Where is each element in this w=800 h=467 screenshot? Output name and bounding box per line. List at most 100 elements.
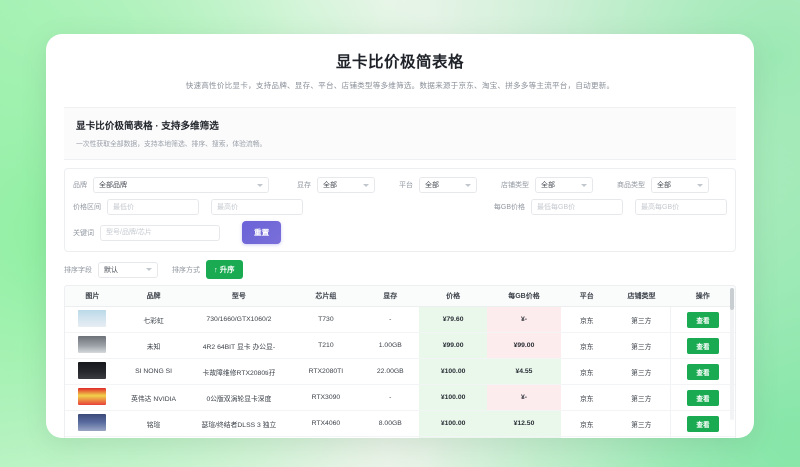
reset-button[interactable]: 重置 <box>242 221 282 244</box>
gb-price-label: 每GB价格 <box>493 204 525 211</box>
row-model: 卡故障维修RTX2080ti孖 <box>187 358 291 385</box>
table-row[interactable]: 未知 4R2 64BIT 显卡 办公显- T210 1.00GB ¥99.00 ¥99.0… <box>65 332 735 359</box>
row-gb-price: ¥- <box>486 306 561 333</box>
row-price: ¥79.60 <box>419 306 487 333</box>
row-gb-price: ¥- <box>486 384 561 411</box>
row-brand: 英伟达 NVIDIA <box>119 384 188 411</box>
row-memory: - <box>361 306 420 333</box>
sort-field-value: 默认 <box>104 266 118 274</box>
row-brand: 铭瑄 <box>119 410 188 437</box>
row-brand: 未知 <box>119 332 188 359</box>
row-platform: 京东 <box>561 436 613 438</box>
table-vertical-scrollbar[interactable] <box>730 288 734 420</box>
brand-filter-value: 全部品牌 <box>99 182 127 189</box>
row-price: ¥100.00 <box>419 358 487 385</box>
chevron-down-icon <box>581 183 587 187</box>
col-header-model[interactable]: 型号 <box>187 286 291 307</box>
table-row[interactable]: SI NONG SI 卡故障维修RTX2080ti孖 RTX2080TI 22.00G… <box>65 358 735 385</box>
row-gb-price: ¥4.55 <box>486 358 561 385</box>
row-chipset: T210 <box>290 332 362 359</box>
intro-section: 显卡比价极简表格 · 支持多维筛选 一次性获取全部数据，支持本地筛选、排序、搜索… <box>64 107 736 160</box>
table-row[interactable]: 英伟达 NVIDIA 0公版双涡轮显卡深度 RTX3090- ¥100.00 ¥- 京东第… <box>65 384 735 411</box>
price-max-input[interactable] <box>211 199 303 215</box>
intro-title: 显卡比价极简表格 · 支持多维筛选 <box>76 121 219 132</box>
shop-type-filter-select[interactable]: 全部 <box>535 177 593 193</box>
view-button[interactable]: 查看 <box>687 311 719 328</box>
col-header-price[interactable]: 价格 <box>419 286 487 307</box>
row-chipset: RTX2080TI <box>290 358 362 385</box>
row-shop-type: 第三方 <box>612 332 671 359</box>
chevron-down-icon <box>257 183 263 187</box>
row-platform: 京东 <box>561 332 613 359</box>
table-row[interactable]: 铭瑄 瑟瑄/终结者DLSS 3 独立 RTX4060 8.00GB ¥100.00 ¥12… <box>65 410 735 437</box>
gpu-thumb-2 <box>78 336 107 353</box>
page-header: 显卡比价极简表格 快速高性价比显卡，支持品牌、显存、平台、店铺类型等多维筛选。数… <box>46 34 754 103</box>
row-price: ¥100.00 <box>419 410 487 437</box>
gpu-thumb-5 <box>78 414 107 431</box>
view-button[interactable]: 查看 <box>687 415 719 432</box>
sort-order-toggle[interactable]: ↑ 升序 <box>206 260 243 279</box>
col-header-platform[interactable]: 平台 <box>561 286 613 307</box>
intro-description: 一次性获取全部数据，支持本地筛选、排序、搜索，体验流畅。 <box>76 141 267 148</box>
row-memory: - <box>361 384 420 411</box>
view-button[interactable]: 查看 <box>687 389 719 406</box>
row-platform: 京东 <box>561 410 613 437</box>
chevron-down-icon <box>363 183 369 187</box>
row-memory: 1.00GB <box>361 332 420 359</box>
row-action-cell: 查看 <box>670 332 735 359</box>
col-header-memory[interactable]: 显存 <box>361 286 420 307</box>
results-table-wrapper: 图片 品牌 型号 芯片组 显存 价格 每GB价格 平台 店铺类型 操作 七彩虹 7… <box>64 285 736 438</box>
col-header-brand[interactable]: 品牌 <box>119 286 188 307</box>
row-memory: 22.00GB <box>361 358 420 385</box>
chevron-down-icon <box>146 268 152 271</box>
filter-row-keyword: 关键词 重置 <box>73 221 727 244</box>
product-type-filter-label: 商品类型 <box>617 182 645 189</box>
row-action-cell: 查看 <box>670 306 735 333</box>
keyword-input[interactable] <box>100 224 220 241</box>
col-header-image[interactable]: 图片 <box>65 286 120 307</box>
scrollbar-thumb[interactable] <box>730 288 734 310</box>
memory-filter-select[interactable]: 全部 <box>317 177 375 193</box>
price-min-input[interactable] <box>107 199 199 215</box>
row-model: 540 HD7670 4G电脑独立 <box>187 436 291 438</box>
shop-type-filter-label: 店铺类型 <box>501 182 529 189</box>
price-range-label: 价格区间 <box>73 204 101 211</box>
product-type-filter-select[interactable]: 全部 <box>651 177 709 193</box>
col-header-chipset[interactable]: 芯片组 <box>290 286 362 307</box>
col-header-gb-price[interactable]: 每GB价格 <box>486 286 561 307</box>
row-chipset: RTX4060 <box>290 410 362 437</box>
row-memory: 8.00GB <box>361 410 420 437</box>
gpu-thumb-4 <box>78 388 107 405</box>
row-model: 730/1660/GTX1060/2 <box>187 306 291 333</box>
sort-field-select[interactable]: 默认 <box>98 261 158 278</box>
col-header-action: 操作 <box>670 286 735 307</box>
results-table: 图片 品牌 型号 芯片组 显存 价格 每GB价格 平台 店铺类型 操作 七彩虹 7… <box>65 286 735 438</box>
row-action-cell: 查看 <box>670 384 735 411</box>
chevron-down-icon <box>697 183 703 187</box>
platform-filter-select[interactable]: 全部 <box>419 177 477 193</box>
table-row[interactable]: 七彩虹 730/1660/GTX1060/2 T730- ¥79.60 ¥- 京东 第三方查… <box>65 306 735 333</box>
gpu-thumb-1 <box>78 310 107 327</box>
row-shop-type: 第三方 <box>612 410 671 437</box>
gb-price-min-input[interactable] <box>531 199 623 215</box>
view-button[interactable]: 查看 <box>687 337 719 354</box>
view-button[interactable]: 查看 <box>687 363 719 380</box>
row-platform: 京东 <box>561 384 613 411</box>
table-row[interactable]: 未知540 HD7670 4G电脑独立-4.00GB¥106.82¥26.70京… <box>65 436 735 438</box>
row-brand: SI NONG SI <box>119 358 188 385</box>
row-platform: 京东 <box>561 358 613 385</box>
table-header-row: 图片 品牌 型号 芯片组 显存 价格 每GB价格 平台 店铺类型 操作 <box>65 286 735 307</box>
row-model: 4R2 64BIT 显卡 办公显- <box>187 332 291 359</box>
row-image-cell <box>65 410 120 437</box>
row-image-cell <box>65 306 120 333</box>
row-gb-price: ¥12.50 <box>486 410 561 437</box>
filter-row-price: 价格区间 每GB价格 <box>73 199 727 215</box>
row-action-cell: 查看 <box>670 410 735 437</box>
memory-filter-value: 全部 <box>323 182 337 189</box>
row-shop-type: 第三方 <box>612 358 671 385</box>
col-header-shop-type[interactable]: 店铺类型 <box>612 286 671 307</box>
memory-filter-label: 显存 <box>297 182 311 189</box>
gb-price-max-input[interactable] <box>635 199 727 215</box>
brand-filter-select[interactable]: 全部品牌 <box>93 177 269 193</box>
platform-filter-label: 平台 <box>399 182 413 189</box>
